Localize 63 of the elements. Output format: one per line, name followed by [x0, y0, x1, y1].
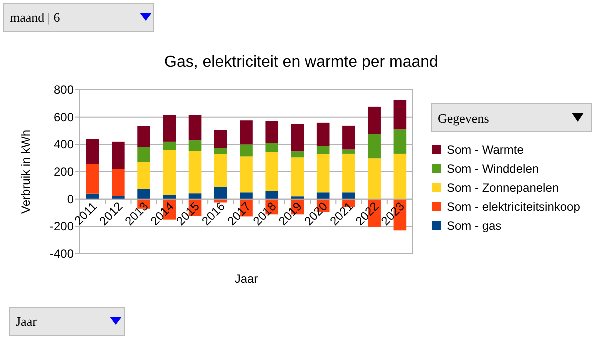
y-axis-title: Verbruik in kWh — [19, 130, 33, 214]
bar — [163, 195, 176, 200]
bar — [368, 158, 381, 200]
bar — [112, 169, 125, 196]
bar — [112, 142, 125, 170]
bar — [188, 152, 202, 194]
legend-label: Som - elektriciteitsinkoop — [447, 200, 581, 214]
y-tick-label: -400 — [50, 247, 74, 261]
legend-label: Som - Winddelen — [447, 162, 540, 176]
chart-title: Gas, elektriciteit en warmte per maand — [164, 54, 438, 71]
bar — [188, 140, 202, 152]
bar — [86, 139, 100, 164]
bar — [240, 144, 253, 157]
bar — [266, 143, 279, 152]
y-tick-label: 600 — [54, 110, 74, 124]
bar — [394, 154, 407, 200]
bar — [394, 100, 407, 130]
bar — [266, 121, 279, 144]
bar — [138, 189, 150, 200]
bar — [163, 115, 176, 142]
bar — [342, 192, 356, 200]
bar — [316, 146, 330, 154]
dropdown-field: Jaar — [10, 308, 126, 336]
bar — [188, 194, 202, 200]
y-tick-label: -200 — [50, 220, 74, 234]
x-axis-title: Jaar — [234, 272, 258, 286]
bar — [316, 192, 330, 200]
dropdown-field: maand | 6 — [4, 4, 154, 32]
bar — [214, 130, 228, 148]
bar — [342, 126, 356, 150]
bar — [368, 134, 381, 159]
bar — [394, 130, 407, 154]
bar — [214, 187, 228, 200]
bar — [138, 147, 150, 162]
bar — [138, 162, 150, 190]
legend-title: Gegevens — [438, 111, 490, 126]
bar — [86, 164, 100, 194]
bar — [240, 192, 253, 200]
bar — [138, 126, 150, 148]
bar — [368, 106, 381, 134]
bar — [214, 148, 228, 154]
bar — [291, 158, 304, 197]
bar — [266, 152, 279, 192]
bar — [163, 142, 176, 150]
bar — [240, 120, 253, 145]
bar — [316, 154, 330, 193]
bar — [342, 154, 356, 193]
y-tick-label: 0 — [67, 192, 74, 206]
bar — [342, 150, 356, 154]
bar — [266, 191, 279, 200]
legend-label: Som - gas — [447, 219, 502, 233]
bar — [163, 150, 176, 196]
bar — [214, 154, 228, 188]
bar — [316, 122, 330, 146]
bar — [188, 115, 202, 141]
legend-label: Som - Zonnepanelen — [447, 181, 560, 195]
bar — [291, 152, 304, 158]
bar — [291, 124, 304, 152]
y-tick-label: 800 — [54, 83, 74, 97]
bar — [240, 156, 253, 193]
legend-label: Som - Warmte — [447, 143, 524, 157]
y-tick-label: 200 — [54, 165, 74, 179]
y-tick-label: 400 — [54, 138, 74, 152]
